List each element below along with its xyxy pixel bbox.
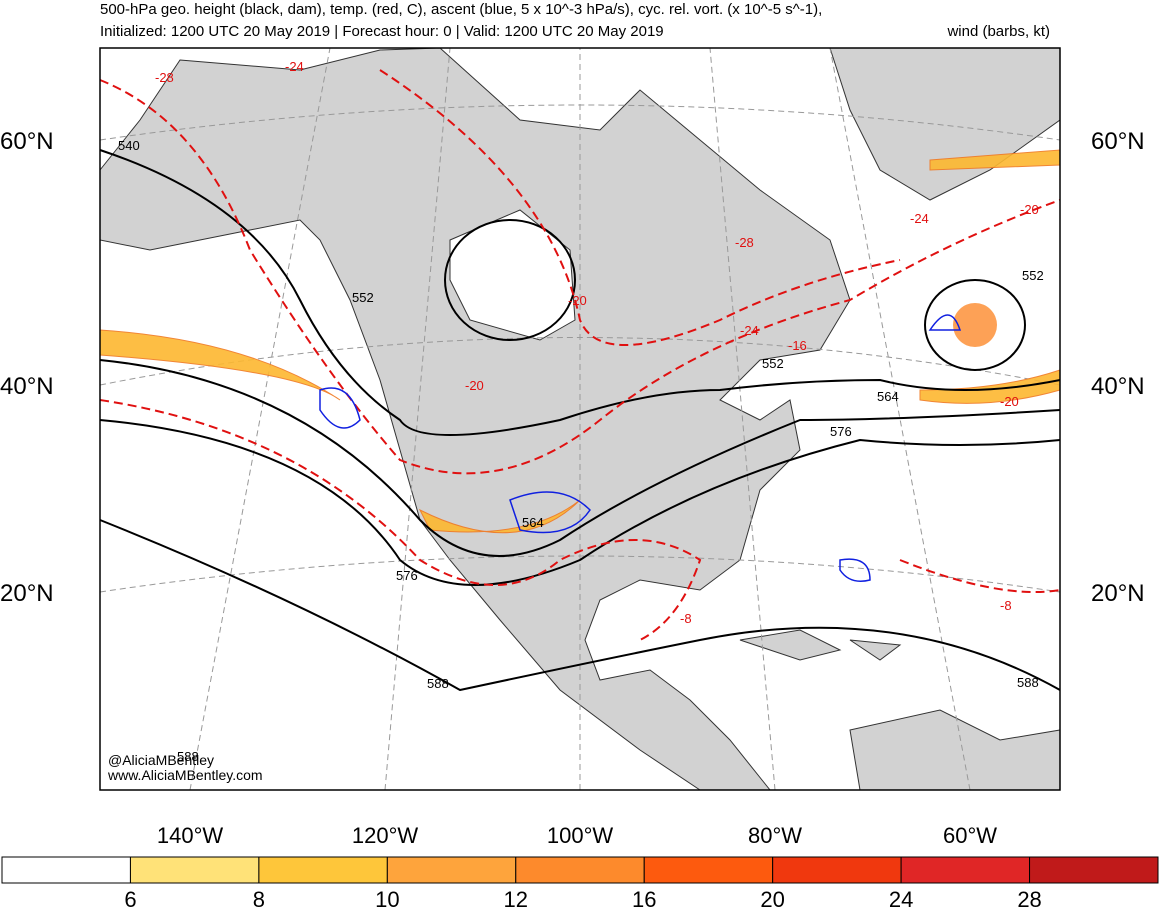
temp-label: -20 [1020,202,1039,217]
colorbar-label: 8 [253,887,265,912]
colorbar-segment [900,856,1031,884]
map-area: 540 552 552 552 564 576 564 576 588 588 … [99,47,1061,791]
temp-label: -8 [680,611,692,626]
height-label: 576 [830,424,852,439]
temp-contour [99,79,1061,475]
ascent [319,314,962,582]
temp-label: -28 [155,70,174,85]
height-contour [924,279,1026,371]
lat-labels: 60°N 40°N 20°N 60°N 40°N 20°N [0,128,1145,607]
lat-label: 40°N [1091,373,1145,400]
temp-contour [379,69,901,346]
temp-label: -20 [568,293,587,308]
land [99,47,851,791]
height-labels: 540 552 552 552 564 576 564 576 588 588 … [118,138,1044,764]
temp-label: -24 [740,323,759,338]
lat-label: 60°N [0,128,54,155]
height-label: 576 [396,568,418,583]
vorticity [99,149,1061,534]
temp-label: -28 [735,235,754,250]
height-label: 564 [877,389,899,404]
colorbar-label: 28 [1017,887,1041,912]
lat-label: 40°N [0,373,54,400]
watermark: @AliciaMBentley [108,752,214,768]
lon-label: 80°W [748,823,802,848]
title: 500-hPa geo. height (black, dam), temp. … [100,1,822,18]
temp-labels: -28 -24 -24 -20 -28 -20 -20 -16 -24 -20 … [155,59,1039,626]
map-frame [99,47,1061,791]
height-label: 552 [352,290,374,305]
height-contour [99,519,1061,692]
vorticity-max [953,303,997,347]
colorbar-segment [1,856,131,884]
lon-label: 120°W [352,823,419,848]
height-contour [444,219,576,341]
colorbar-segment [386,856,517,884]
colorbar-segment [1029,856,1159,884]
temp-label: -24 [910,211,929,226]
temp-label: -16 [788,338,807,353]
colorbar-segment [258,856,388,884]
lon-label: 140°W [157,823,224,848]
watermark: www.AliciaMBentley.com [107,767,263,783]
temp-label: -20 [1000,394,1019,409]
height-label: 552 [762,356,784,371]
height-label: 588 [177,749,199,764]
height-label: 564 [522,515,544,530]
lon-label: 60°W [943,823,997,848]
height-label: 540 [118,138,140,153]
colorbar-label: 24 [889,887,913,912]
temp-label: -8 [1000,598,1012,613]
height-contour [99,359,1061,557]
wind-note: wind (barbs, kt) [946,23,1050,40]
colorbar-label: 6 [124,887,136,912]
colorbar-segment [129,856,260,884]
height-label: 588 [427,676,449,691]
lon-label: 100°W [547,823,614,848]
colorbar-label: 16 [632,887,656,912]
lat-label: 60°N [1091,128,1145,155]
hudson-bay [449,209,576,341]
colorbar-segment [643,856,774,884]
temp-contour [99,399,1061,641]
height-label: 552 [1022,268,1044,283]
lon-labels: 140°W 120°W 100°W 80°W 60°W [157,823,997,848]
lat-label: 20°N [1091,580,1145,607]
lon-grid [189,47,971,791]
temp-label: -20 [465,378,484,393]
height-contour [99,149,1061,436]
lat-label: 20°N [0,580,54,607]
height-contour [99,419,1061,586]
height-label: 588 [1017,675,1039,690]
colorbar-segment [772,856,902,884]
colorbar: 6 8 10 12 16 20 24 28 [1,856,1159,912]
colorbar-label: 10 [375,887,399,912]
colorbar-segment [515,856,645,884]
temp-label: -24 [285,59,304,74]
colorbar-label: 12 [504,887,528,912]
initialized: Initialized: 1200 UTC 20 May 2019 | Fore… [100,23,664,40]
colorbar-label: 20 [760,887,784,912]
